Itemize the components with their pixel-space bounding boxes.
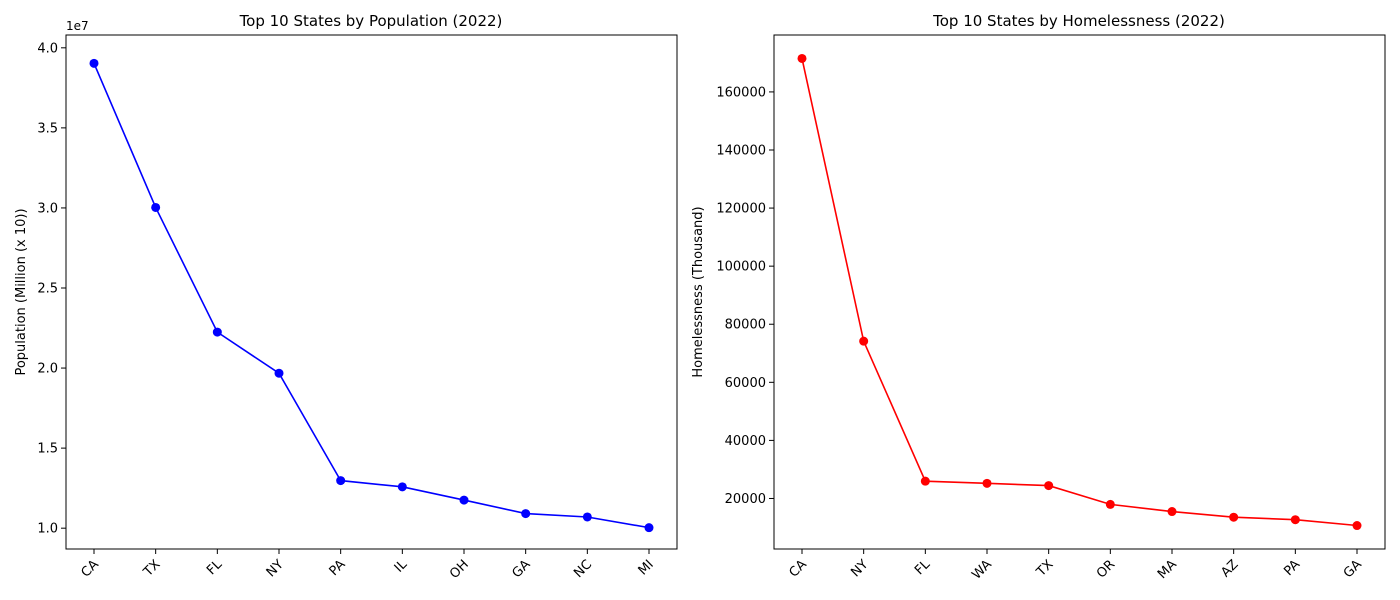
population-x-tick-label: IL (392, 557, 411, 576)
population-plot-frame (65, 34, 678, 550)
population-y-tick-label: 2.5 (37, 281, 58, 296)
population-chart-title: Top 10 States by Population (2022) (239, 12, 503, 30)
homelessness-y-tick-label: 80000 (725, 318, 766, 333)
population-series (89, 58, 654, 533)
population-y-tick-label: 1.5 (37, 442, 58, 457)
population-x-tick-label: TX (140, 557, 163, 580)
population-data-point (274, 368, 284, 378)
homelessness-x-tick-label: GA (1341, 557, 1365, 581)
homelessness-x-tick-label: WA (969, 557, 995, 583)
homelessness-y-tick-label: 120000 (716, 202, 766, 217)
homelessness-data-point (1105, 499, 1115, 509)
population-x-tick-label: FL (204, 557, 226, 579)
population-x-tick-label: NC (571, 557, 595, 581)
population-data-point (89, 58, 99, 68)
population-y-tick-label: 4.0 (37, 41, 58, 56)
homelessness-x-tick-label: AZ (1218, 557, 1241, 580)
population-data-point (582, 512, 592, 522)
population-x-tick-label: MI (636, 557, 657, 578)
population-x-tick-label: GA (509, 557, 533, 581)
homelessness-y-axis-label: Homelessness (Thousand) (691, 206, 706, 377)
population-data-point (212, 327, 222, 337)
homelessness-data-point (797, 53, 807, 63)
population-y-tick-label: 2.0 (37, 362, 58, 377)
population-data-point (459, 495, 469, 505)
homelessness-chart: Top 10 States by Homelessness (2022) Hom… (691, 12, 1386, 583)
homelessness-data-point (1229, 512, 1239, 522)
population-data-point (521, 509, 531, 519)
population-y-tick-label: 3.5 (37, 121, 58, 136)
homelessness-x-tick-label: NY (848, 557, 871, 580)
population-series-line (93, 63, 650, 529)
homelessness-x-tick-label: MA (1155, 557, 1180, 582)
homelessness-x-tick-label: OR (1094, 557, 1118, 581)
population-data-point (336, 476, 346, 486)
homelessness-data-point (1167, 507, 1177, 517)
population-x-tick-label: PA (327, 557, 349, 579)
homelessness-data-point (982, 478, 992, 488)
homelessness-plot-frame (773, 34, 1386, 550)
homelessness-y-tick-label: 140000 (716, 143, 766, 158)
population-y-ticks: 1.0 1.5 2.0 2.5 3.0 3.5 4.0 (37, 41, 66, 537)
homelessness-y-tick-label: 40000 (725, 434, 766, 449)
homelessness-y-tick-label: 60000 (725, 376, 766, 391)
population-data-point (151, 202, 161, 212)
homelessness-x-tick-label: FL (912, 557, 934, 579)
population-y-tick-label: 1.0 (37, 522, 58, 537)
homelessness-y-tick-label: 20000 (725, 492, 766, 507)
homelessness-chart-title: Top 10 States by Homelessness (2022) (932, 12, 1225, 30)
homelessness-y-tick-label: 160000 (716, 85, 766, 100)
population-chart: Top 10 States by Population (2022) 1e7 P… (14, 12, 678, 582)
homelessness-data-point (859, 336, 869, 346)
homelessness-y-tick-label: 100000 (716, 260, 766, 275)
homelessness-x-ticks: CA NY FL WA TX OR MA AZ PA GA (787, 549, 1365, 583)
homelessness-data-point (1352, 521, 1362, 531)
population-x-tick-label: OH (447, 557, 472, 582)
population-y-offset-label: 1e7 (66, 19, 89, 33)
population-x-ticks: CA TX FL NY PA IL OH GA NC MI (79, 549, 657, 582)
homelessness-data-point (1290, 515, 1300, 525)
population-data-point (397, 482, 407, 492)
population-x-tick-label: CA (79, 557, 102, 580)
homelessness-data-point (1044, 481, 1054, 491)
population-y-tick-label: 3.0 (37, 201, 58, 216)
homelessness-x-tick-label: TX (1033, 557, 1056, 580)
homelessness-data-point (920, 476, 930, 486)
homelessness-series-line (801, 58, 1358, 527)
homelessness-series (797, 53, 1362, 531)
homelessness-y-ticks: 20000 40000 60000 80000 100000 120000 140000 16… (716, 85, 774, 507)
population-data-point (644, 523, 654, 533)
population-x-tick-label: NY (264, 557, 287, 580)
homelessness-x-tick-label: PA (1281, 557, 1303, 579)
population-y-axis-label: Population (Million (x 10)) (14, 208, 29, 375)
homelessness-x-tick-label: CA (787, 557, 810, 580)
